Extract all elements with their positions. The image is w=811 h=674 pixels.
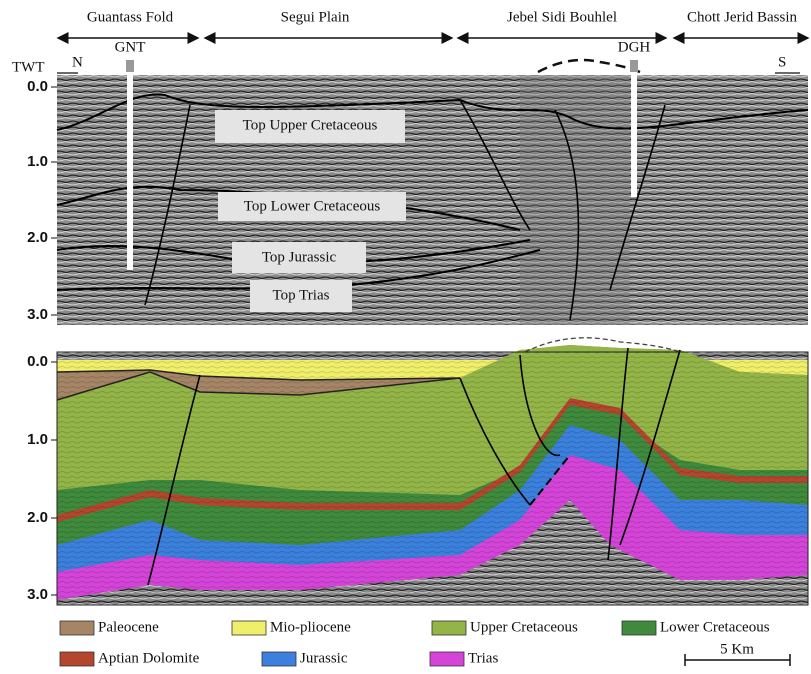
axis-title: TWT (12, 59, 44, 75)
legend-label: Aptian Dolomite (98, 650, 200, 666)
well-head (126, 60, 134, 72)
region-label: Chott Jerid Bassin (687, 9, 798, 25)
horizon-label: Top Jurassic (262, 249, 337, 265)
eroded-crest (538, 60, 640, 72)
axis-label: 3.0 (27, 306, 48, 323)
scale-label: 5 Km (720, 641, 754, 657)
legend-swatch (430, 652, 464, 666)
well-dgh (631, 72, 637, 197)
well-label: GNT (115, 39, 146, 55)
legend-swatch (60, 652, 94, 666)
region-label: Segui Plain (281, 9, 350, 25)
horizon-label: Top Trias (273, 287, 330, 303)
axis-label: 0.0 (27, 353, 48, 370)
horizon-label: Top Lower Cretaceous (244, 198, 381, 214)
direction-label: S (778, 54, 786, 70)
horizon-label: Top Upper Cretaceous (243, 117, 378, 133)
axis-label: 0.0 (27, 78, 48, 95)
well-head (630, 60, 638, 72)
legend-label: Paleocene (98, 619, 159, 635)
region-label: Guantass Fold (87, 9, 174, 25)
axis-label: 2.0 (27, 229, 48, 246)
direction-label: N (72, 54, 83, 70)
well-label: DGH (618, 39, 651, 55)
region-label: Jebel Sidi Bouhlel (507, 9, 617, 25)
legend-swatch (262, 652, 296, 666)
legend-label: Upper Cretaceous (470, 619, 578, 635)
axis-label: 3.0 (27, 586, 48, 603)
axis-label: 1.0 (27, 431, 48, 448)
legend-swatch (232, 621, 266, 635)
axis-label: 2.0 (27, 509, 48, 526)
legend-label: Trias (468, 650, 498, 666)
well-gnt (127, 72, 133, 270)
axis-label: 1.0 (27, 153, 48, 170)
texture (57, 352, 808, 605)
legend-label: Mio-pliocene (270, 619, 351, 635)
legend-label: Jurassic (300, 650, 348, 666)
legend-swatch (60, 621, 94, 635)
figure: Guantass Fold Segui Plain Jebel Sidi Bou… (0, 0, 811, 674)
legend-swatch (432, 621, 466, 635)
legend-label: Lower Cretaceous (660, 619, 770, 635)
legend-swatch (622, 621, 656, 635)
